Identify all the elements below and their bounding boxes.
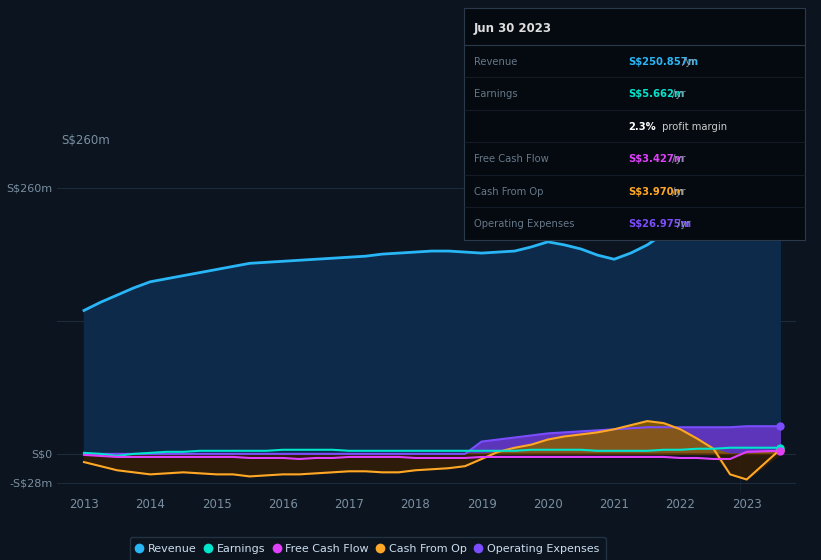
Text: S$3.427m: S$3.427m	[628, 155, 685, 165]
Text: S$260m: S$260m	[62, 134, 110, 147]
Text: profit margin: profit margin	[659, 122, 727, 132]
Text: 2.3%: 2.3%	[628, 122, 656, 132]
Text: S$3.970m: S$3.970m	[628, 187, 684, 197]
Legend: Revenue, Earnings, Free Cash Flow, Cash From Op, Operating Expenses: Revenue, Earnings, Free Cash Flow, Cash …	[130, 537, 606, 560]
Text: S$250.857m: S$250.857m	[628, 57, 698, 67]
Text: /yr: /yr	[669, 155, 686, 165]
Text: Operating Expenses: Operating Expenses	[474, 220, 574, 230]
Text: Jun 30 2023: Jun 30 2023	[474, 22, 552, 35]
Text: Revenue: Revenue	[474, 57, 517, 67]
Text: /yr: /yr	[669, 90, 686, 100]
Text: Cash From Op: Cash From Op	[474, 187, 544, 197]
Text: Earnings: Earnings	[474, 90, 517, 100]
Text: Free Cash Flow: Free Cash Flow	[474, 155, 548, 165]
Text: /yr: /yr	[679, 57, 695, 67]
Text: /yr: /yr	[669, 187, 686, 197]
Text: S$26.975m: S$26.975m	[628, 220, 691, 230]
Text: /yr: /yr	[674, 220, 690, 230]
Text: S$5.662m: S$5.662m	[628, 90, 685, 100]
